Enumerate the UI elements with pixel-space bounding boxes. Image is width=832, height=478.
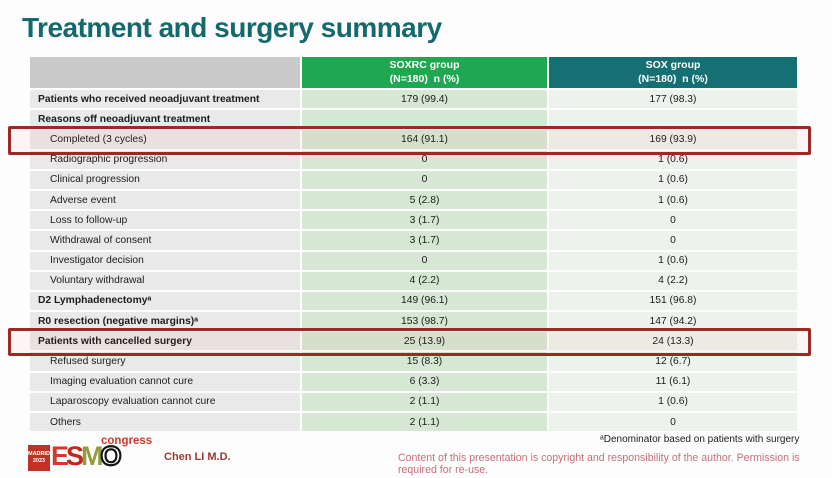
year-label: 2023 [32, 458, 46, 464]
row-label: Adverse event [30, 190, 300, 210]
table-row: Laparoscopy evaluation cannot cure 2 (1.… [30, 392, 797, 411]
sox-group-n: (N=180) n (%) [638, 72, 708, 85]
sox-value: 1 (0.6) [549, 150, 797, 169]
row-label: Clinical progression [30, 170, 300, 189]
row-label: Laparoscopy evaluation cannot cure [30, 392, 300, 411]
sox-value: 147 (94.2) [549, 312, 797, 331]
table-row: Loss to follow-up 3 (1.7) 0 [30, 211, 797, 230]
header-soxrc-group: SOXRC group (N=180) n (%) [302, 57, 547, 88]
row-label: D2 Lymphadenectomyᵃ [30, 291, 300, 311]
soxrc-value: 25 (13.9) [302, 332, 547, 351]
row-label: R0 resection (negative margins)ᵃ [30, 312, 300, 331]
sox-value: 1 (0.6) [549, 251, 797, 270]
soxrc-value: 149 (96.1) [302, 291, 547, 311]
row-label: Loss to follow-up [30, 211, 300, 230]
congress-label: congress [101, 435, 153, 447]
sox-group-name: SOX group [645, 59, 701, 72]
table-row: D2 Lymphadenectomyᵃ 149 (96.1) 151 (96.8… [30, 291, 797, 311]
sox-value: 24 (13.3) [549, 332, 797, 351]
soxrc-value: 2 (1.1) [302, 413, 547, 432]
header-empty-cell [30, 57, 300, 88]
soxrc-value: 6 (3.3) [302, 372, 547, 391]
sox-value: 1 (0.6) [549, 392, 797, 411]
sox-value: 169 (93.9) [549, 130, 797, 149]
soxrc-value: 3 (1.7) [302, 211, 547, 230]
sox-value: 12 (6.7) [549, 352, 797, 371]
soxrc-value: 164 (91.1) [302, 130, 547, 149]
soxrc-value: 4 (2.2) [302, 271, 547, 290]
table-row: Others 2 (1.1) 0 [30, 413, 797, 432]
presenter-name: Chen LI M.D. [164, 451, 231, 463]
row-label: Completed (3 cycles) [30, 130, 300, 149]
soxrc-value: 3 (1.7) [302, 231, 547, 250]
table-row: Voluntary withdrawal 4 (2.2) 4 (2.2) [30, 271, 797, 290]
row-label: Voluntary withdrawal [30, 271, 300, 290]
soxrc-value [302, 110, 547, 129]
sox-value: 0 [549, 413, 797, 432]
esmo-letter-m: M [81, 441, 103, 471]
page-title: Treatment and surgery summary [22, 12, 442, 43]
row-label: Withdrawal of consent [30, 231, 300, 250]
table-row: Patients who received neoadjuvant treatm… [30, 90, 797, 109]
soxrc-value: 2 (1.1) [302, 392, 547, 411]
soxrc-group-name: SOXRC group [389, 59, 460, 72]
header-sox-group: SOX group (N=180) n (%) [549, 57, 797, 88]
row-label: Reasons off neoadjuvant treatment [30, 110, 300, 129]
sox-value: 1 (0.6) [549, 190, 797, 210]
esmo-letter-o: O [99, 440, 122, 472]
sox-value: 0 [549, 211, 797, 230]
soxrc-value: 0 [302, 170, 547, 189]
esmo-letter-e: E [51, 441, 69, 471]
row-label: Refused surgery [30, 352, 300, 371]
sox-value: 1 (0.6) [549, 170, 797, 189]
table-row: Refused surgery 15 (8.3) 12 (6.7) [30, 352, 797, 371]
table-footnote: ᵃDenominator based on patients with surg… [600, 434, 800, 445]
esmo-letter-s: S [66, 441, 84, 471]
table-row-highlighted: Patients with cancelled surgery 25 (13.9… [8, 328, 811, 357]
row-label: Others [30, 413, 300, 432]
soxrc-value: 0 [302, 150, 547, 169]
sox-value: 0 [549, 231, 797, 250]
table-row: Imaging evaluation cannot cure 6 (3.3) 1… [30, 372, 797, 391]
esmo-wordmark: E S M O [51, 440, 123, 472]
madrid-2023-badge: MADRID 2023 [28, 445, 50, 471]
table-row: Adverse event 5 (2.8) 1 (0.6) [30, 190, 797, 210]
sox-value [549, 110, 797, 129]
sox-value: 11 (6.1) [549, 372, 797, 391]
row-label: Patients who received neoadjuvant treatm… [30, 90, 300, 109]
sox-value: 177 (98.3) [549, 90, 797, 109]
table-row: Radiographic progression 0 1 (0.6) [30, 150, 797, 169]
madrid-label: MADRID [28, 450, 50, 457]
table-row: Withdrawal of consent 3 (1.7) 0 [30, 231, 797, 250]
soxrc-value: 0 [302, 251, 547, 270]
row-label: Investigator decision [30, 251, 300, 270]
table-row: R0 resection (negative margins)ᵃ 153 (98… [30, 312, 797, 331]
table-row: Reasons off neoadjuvant treatment [30, 110, 797, 129]
row-label: Radiographic progression [30, 150, 300, 169]
summary-table: SOXRC group (N=180) n (%) SOX group (N=1… [8, 57, 811, 432]
table-row-highlighted: Completed (3 cycles) 164 (91.1) 169 (93.… [8, 126, 811, 155]
soxrc-value: 153 (98.7) [302, 312, 547, 331]
table-row: Clinical progression 0 1 (0.6) [30, 170, 797, 189]
soxrc-value: 179 (99.4) [302, 90, 547, 109]
sox-value: 4 (2.2) [549, 271, 797, 290]
soxrc-value: 5 (2.8) [302, 190, 547, 210]
copyright-notice: Content of this presentation is copyrigh… [398, 452, 800, 476]
sox-value: 151 (96.8) [549, 291, 797, 311]
soxrc-value: 15 (8.3) [302, 352, 547, 371]
esmo-congress-logo: MADRID 2023 E S M O congress [28, 435, 158, 473]
table-header-row: SOXRC group (N=180) n (%) SOX group (N=1… [30, 57, 797, 88]
soxrc-group-n: (N=180) n (%) [389, 72, 460, 85]
row-label: Patients with cancelled surgery [30, 332, 300, 351]
table-row: Investigator decision 0 1 (0.6) [30, 251, 797, 270]
row-label: Imaging evaluation cannot cure [30, 372, 300, 391]
